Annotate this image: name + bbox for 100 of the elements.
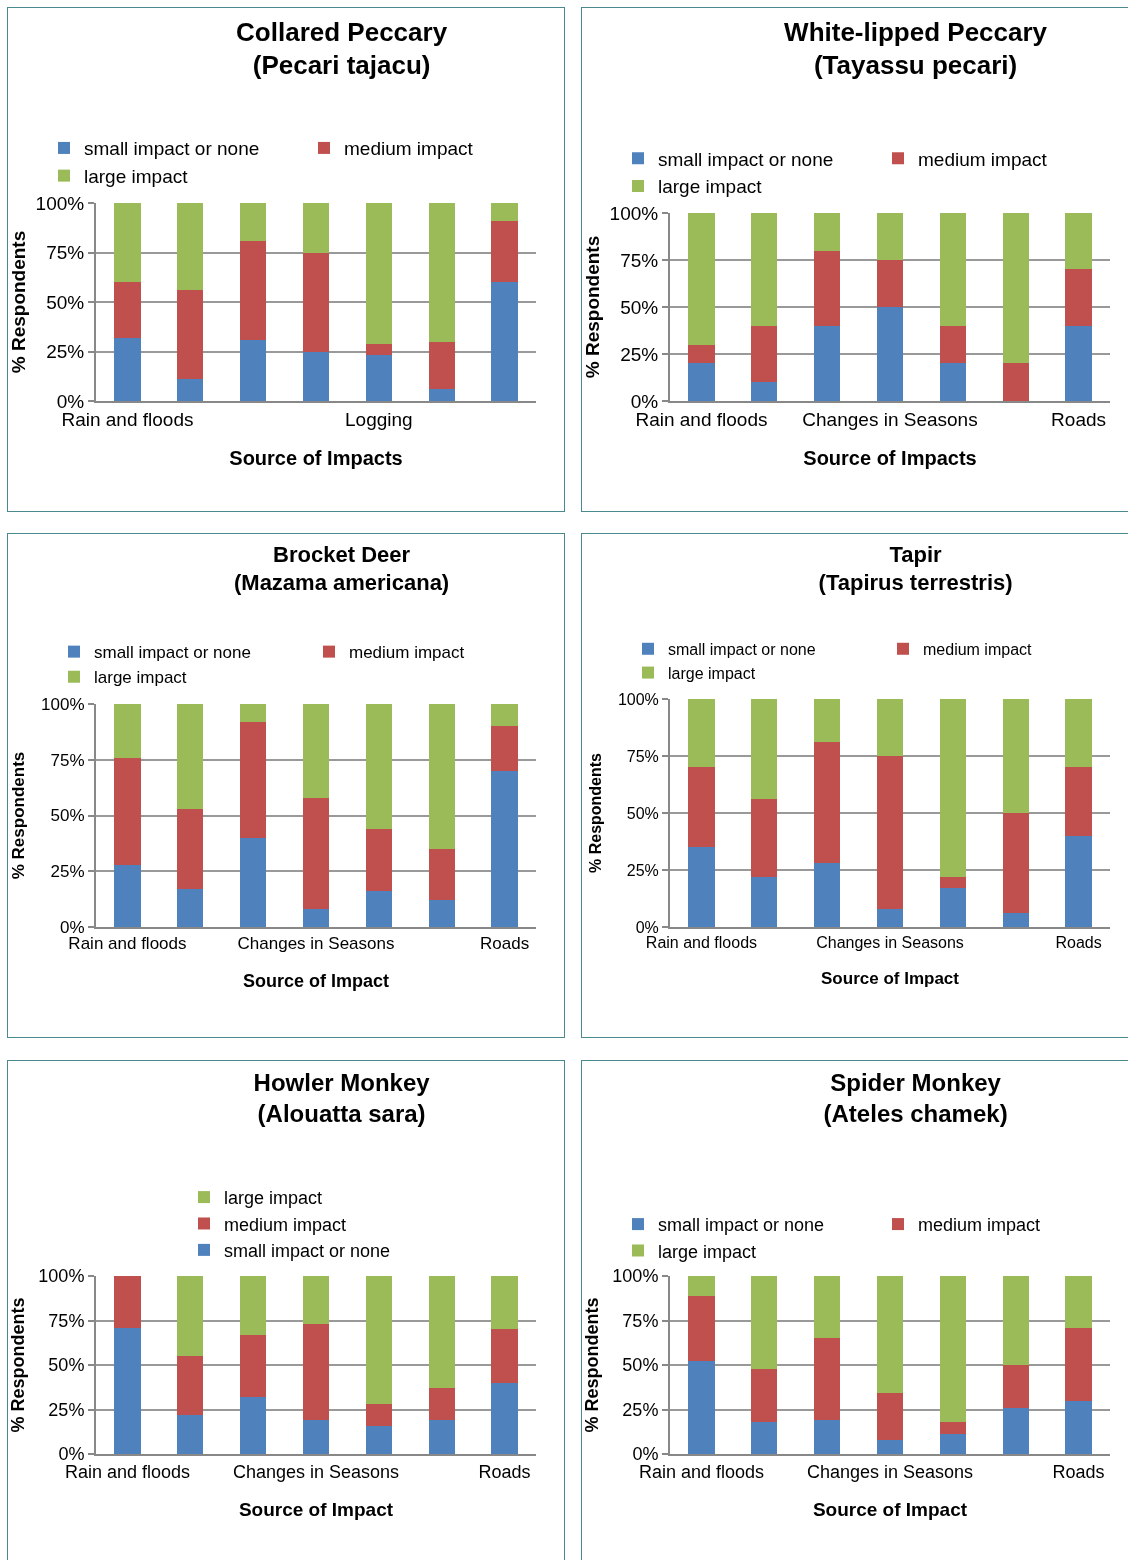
bar [177, 1356, 204, 1415]
bar [813, 863, 841, 927]
bar [302, 909, 330, 927]
bar [1002, 699, 1029, 813]
bar [939, 888, 967, 927]
legend-label: small impact or none [224, 1240, 391, 1261]
y-tick-label: 25% [48, 1399, 85, 1420]
bar [302, 1420, 330, 1454]
bar [751, 1421, 778, 1454]
y-tick-label: 100% [41, 694, 85, 714]
bar [177, 379, 204, 401]
legend-label: large impact [224, 1188, 323, 1209]
bar [1065, 1400, 1092, 1454]
y-axis-title: % Respondents [8, 230, 29, 374]
bar [302, 203, 330, 253]
legend-label: small impact or none [658, 1215, 825, 1236]
bar [491, 704, 518, 727]
bar [1065, 699, 1092, 768]
bar [239, 240, 267, 340]
bar [365, 343, 393, 356]
bar [939, 876, 967, 889]
bar [876, 260, 904, 307]
bar [239, 1276, 267, 1335]
bar [1065, 213, 1092, 270]
bar [177, 889, 204, 927]
y-axis-title: % Respondents [8, 1297, 28, 1433]
bar [813, 1420, 841, 1454]
y-tick-label: 25% [626, 861, 659, 879]
y-tick-label: 25% [622, 1399, 659, 1420]
bar [302, 797, 330, 910]
bar [428, 389, 455, 401]
bar [428, 1276, 455, 1389]
bar [491, 203, 518, 221]
x-axis-title: Source of Impact [238, 1498, 394, 1520]
bar [302, 351, 330, 401]
bar [813, 250, 841, 326]
bar [365, 203, 393, 344]
legend-label: small impact or none [94, 643, 251, 663]
y-tick-label: 50% [50, 806, 85, 826]
x-axis-title: Source of Impact [821, 969, 960, 989]
x-axis-title: Source of Impacts [803, 446, 977, 469]
bar [491, 770, 518, 927]
y-tick-label: 50% [48, 1355, 85, 1376]
legend-label: medium impact [349, 643, 465, 663]
bar [1065, 835, 1092, 927]
x-tick-label: Roads [478, 1461, 531, 1482]
bar [876, 213, 904, 260]
bar [1002, 213, 1029, 364]
bar [114, 282, 141, 338]
x-tick-label: Roads [1051, 408, 1107, 430]
bar [813, 325, 841, 401]
bar [491, 1329, 518, 1383]
bar [239, 1397, 267, 1454]
bar [1065, 269, 1092, 326]
bar [428, 1388, 455, 1421]
y-tick-label: 75% [622, 1310, 659, 1331]
legend-label: small impact or none [668, 641, 816, 659]
bar [491, 282, 518, 401]
y-tick-label: 0% [60, 917, 85, 937]
legend-label: medium impact [923, 641, 1033, 659]
bar [114, 757, 141, 865]
bar [365, 355, 393, 401]
bar [1002, 1407, 1029, 1454]
bar [239, 339, 267, 401]
bar [239, 721, 267, 838]
bar [939, 1421, 967, 1435]
bar [751, 325, 778, 383]
bar [751, 382, 778, 401]
bar [428, 848, 455, 901]
bar [177, 203, 204, 291]
bar [1002, 1276, 1029, 1365]
legend-label: medium impact [224, 1214, 347, 1235]
y-tick-label: 75% [50, 750, 85, 770]
bar [813, 213, 841, 251]
legend-label: small impact or none [658, 148, 834, 170]
bar [688, 344, 715, 364]
bar [177, 704, 204, 809]
bar [114, 704, 141, 758]
y-tick-label: 25% [50, 862, 85, 882]
bar [114, 203, 141, 283]
x-tick-label: Logging [345, 408, 413, 430]
bar [428, 900, 455, 927]
x-tick-label: Changes in Seasons [806, 1461, 974, 1482]
bar [876, 1276, 904, 1394]
y-tick-label: 75% [626, 747, 659, 765]
bar [365, 891, 393, 927]
bar [365, 1425, 393, 1454]
y-axis-title: % Respondents [9, 751, 29, 880]
bar [1002, 363, 1029, 401]
bar [1065, 1327, 1092, 1401]
bar [1065, 767, 1092, 836]
bar [302, 704, 330, 798]
y-tick-label: 100% [612, 1266, 659, 1287]
bar [177, 808, 204, 890]
y-tick-label: 75% [46, 242, 85, 264]
bar [876, 1393, 904, 1440]
y-tick-label: 75% [620, 249, 659, 271]
bar [428, 1420, 455, 1454]
bar [491, 220, 518, 283]
bar [688, 1276, 715, 1296]
